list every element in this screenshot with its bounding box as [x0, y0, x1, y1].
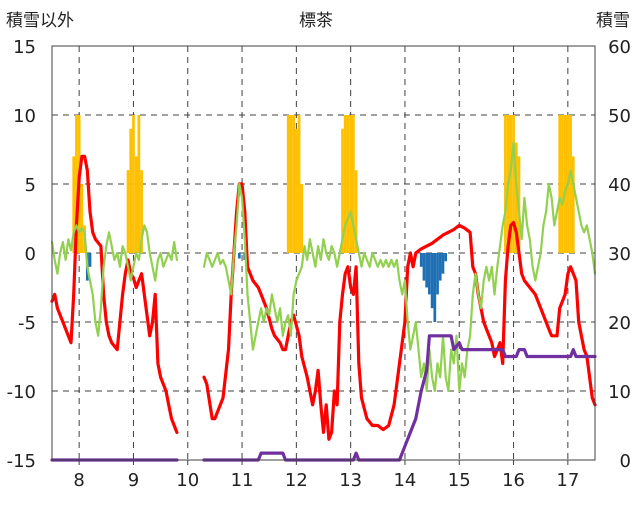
orange-bar	[134, 156, 138, 253]
blue-bar	[88, 253, 92, 267]
orange-bar	[563, 115, 567, 253]
orange-bar	[354, 170, 358, 253]
orange-bar	[129, 128, 133, 253]
y-right-tick-label: 0	[620, 451, 631, 472]
y-left-tick-label: 10	[13, 106, 36, 127]
blue-bar	[436, 253, 439, 295]
blue-bar	[419, 253, 423, 267]
y-left-tick-label: -10	[7, 382, 36, 403]
green-series-line	[202, 141, 597, 393]
orange-bar	[72, 156, 76, 253]
x-tick-label: 11	[231, 470, 254, 491]
orange-bar	[341, 128, 344, 253]
orange-bar	[294, 128, 298, 253]
orange-bar	[504, 115, 507, 253]
orange-bar	[292, 115, 295, 253]
orange-bar	[514, 142, 518, 253]
y-left-tick-label: -15	[7, 451, 36, 472]
x-tick-label: 8	[73, 470, 84, 491]
orange-bar	[509, 115, 513, 253]
y-right-tick-label: 50	[608, 106, 631, 127]
y-left-tick-label: 5	[25, 175, 36, 196]
orange-bar	[558, 115, 562, 253]
x-tick-label: 16	[502, 470, 525, 491]
orange-bar	[75, 115, 78, 253]
blue-bar	[422, 253, 426, 281]
blue-bar	[441, 253, 445, 274]
plot-frame	[51, 45, 596, 465]
red-series-line	[202, 182, 597, 441]
y-left-tick-label: 15	[13, 37, 36, 58]
y-left-tick-label: -5	[18, 313, 36, 334]
bars	[72, 115, 575, 322]
y-right-tick-label: 60	[608, 37, 631, 58]
x-tick-label: 15	[448, 470, 471, 491]
orange-bar	[569, 115, 572, 253]
y-right-tick-label: 10	[608, 382, 631, 403]
orange-bar	[346, 115, 350, 253]
right-axis-title: 積雪	[596, 11, 630, 31]
orange-bar	[297, 115, 301, 253]
x-tick-label: 17	[556, 470, 579, 491]
x-tick-label: 12	[285, 470, 308, 491]
blue-bar	[433, 253, 437, 322]
plot-border	[51, 45, 596, 461]
orange-bar	[132, 115, 135, 253]
x-tick-label: 13	[339, 470, 362, 491]
orange-bar	[352, 115, 355, 253]
orange-bar	[80, 184, 84, 253]
orange-bar	[286, 115, 290, 253]
y-right-tick-label: 40	[608, 175, 631, 196]
blue-bar	[444, 253, 448, 262]
blue-bar	[425, 253, 429, 288]
orange-bar	[571, 156, 575, 253]
orange-bar	[343, 115, 347, 253]
y-right-tick-label: 20	[608, 313, 631, 334]
orange-bar	[512, 115, 515, 253]
x-tick-label: 9	[128, 470, 139, 491]
x-tick-label: 14	[393, 470, 416, 491]
y-left-tick-label: 0	[25, 244, 36, 265]
left-axis-title: 積雪以外	[6, 11, 74, 31]
orange-bar	[126, 170, 130, 253]
blue-bar	[438, 253, 442, 281]
orange-bar	[300, 184, 304, 253]
y-right-tick-label: 30	[608, 244, 631, 265]
chart-title: 標茶	[299, 11, 333, 31]
blue-bar	[237, 253, 241, 259]
orange-bar	[349, 115, 353, 253]
x-tick-label: 10	[176, 470, 199, 491]
blue-bar	[430, 253, 434, 309]
orange-bar	[289, 115, 293, 253]
red-series-line	[50, 154, 179, 434]
orange-bar	[561, 115, 564, 253]
blue-bar	[428, 253, 431, 295]
green-series-line	[50, 224, 178, 337]
orange-bar	[140, 170, 143, 253]
orange-bar	[137, 115, 141, 253]
